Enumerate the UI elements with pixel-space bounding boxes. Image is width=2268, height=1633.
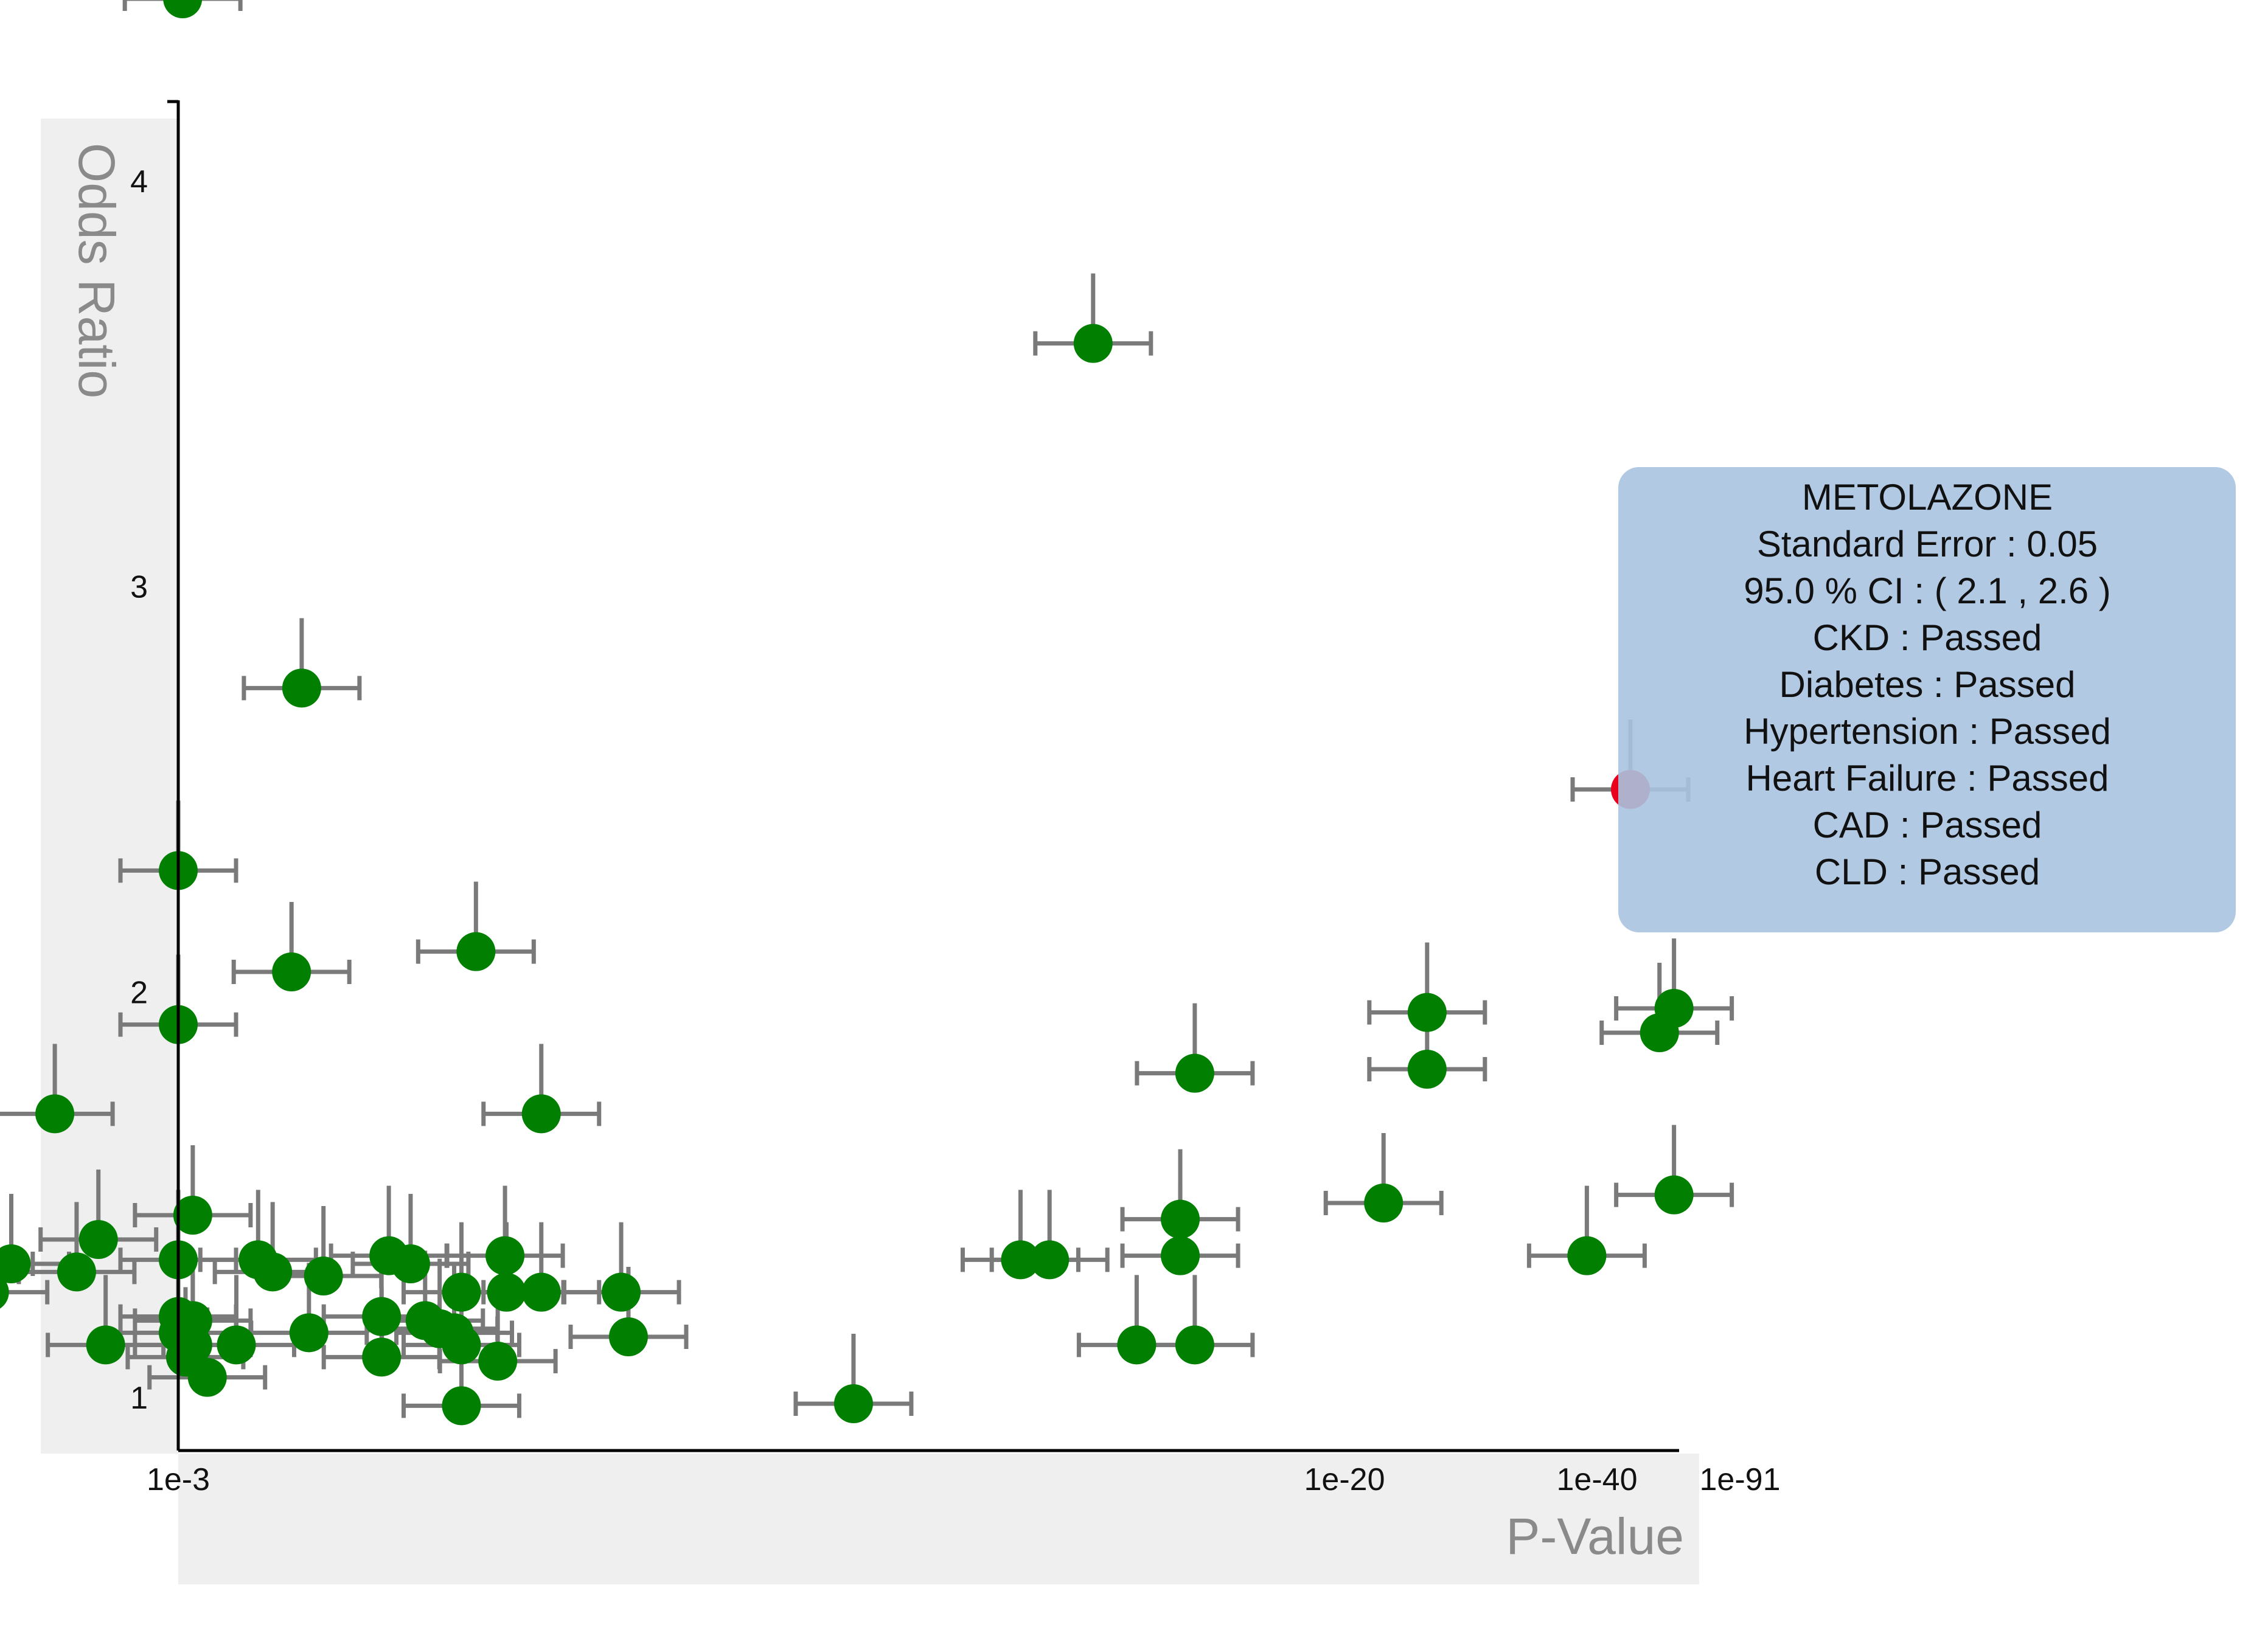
data-point[interactable] bbox=[362, 1337, 402, 1377]
data-point[interactable] bbox=[1117, 1325, 1157, 1365]
data-point[interactable] bbox=[521, 1272, 561, 1312]
data-point[interactable] bbox=[391, 1244, 430, 1283]
data-point[interactable] bbox=[217, 1325, 256, 1365]
data-point[interactable] bbox=[485, 1236, 525, 1275]
data-point[interactable] bbox=[1407, 1050, 1447, 1089]
x-tick-label: 1e-91 bbox=[1700, 1462, 1781, 1497]
tooltip-line: CKD : Passed bbox=[1813, 617, 2042, 658]
tooltip-line: Heart Failure : Passed bbox=[1746, 758, 2109, 799]
y-tick-label: 2 bbox=[130, 975, 148, 1010]
x-axis-title: P-Value bbox=[1506, 1508, 1684, 1565]
data-point[interactable] bbox=[1161, 1236, 1200, 1275]
tooltip-text: METOLAZONE Standard Error : 0.05 95.0 % CI… bbox=[1744, 477, 2111, 892]
tooltip-line: 95.0 % CI : ( 2.1 , 2.6 ) bbox=[1744, 570, 2111, 611]
data-point[interactable] bbox=[362, 1297, 402, 1336]
data-point[interactable] bbox=[86, 1325, 125, 1365]
tooltip-line: Hypertension : Passed bbox=[1744, 711, 2111, 752]
y-tick-label: 3 bbox=[130, 570, 148, 605]
data-point[interactable] bbox=[1654, 1175, 1694, 1215]
data-point[interactable] bbox=[608, 1317, 648, 1356]
tooltip-line: CAD : Passed bbox=[1813, 805, 2042, 845]
tooltip-title: METOLAZONE bbox=[1802, 477, 2053, 518]
data-point[interactable] bbox=[833, 1384, 873, 1423]
data-point[interactable] bbox=[1364, 1184, 1404, 1222]
data-point[interactable] bbox=[187, 1357, 227, 1397]
error-bar bbox=[0, 1280, 50, 1305]
tooltip-box bbox=[1618, 467, 2236, 932]
data-point[interactable] bbox=[163, 0, 203, 18]
data-point[interactable] bbox=[478, 1342, 518, 1381]
data-point[interactable] bbox=[1407, 993, 1447, 1032]
y-tick-label: 1 bbox=[130, 1381, 148, 1416]
data-point[interactable] bbox=[521, 1094, 561, 1134]
data-point[interactable] bbox=[173, 1196, 212, 1235]
error-bars-layer bbox=[0, 0, 1734, 1418]
data-point[interactable] bbox=[1175, 1325, 1214, 1365]
tooltip-line: Diabetes : Passed bbox=[1779, 664, 2076, 705]
data-point[interactable] bbox=[1161, 1199, 1200, 1239]
x-axis-title-band bbox=[178, 1454, 1699, 1584]
data-point[interactable] bbox=[0, 1244, 31, 1283]
data-point[interactable] bbox=[602, 1272, 641, 1312]
x-tick-label: 1e-20 bbox=[1304, 1462, 1385, 1497]
point-tooltip: METOLAZONE Standard Error : 0.05 95.0 % CI… bbox=[1618, 467, 2236, 932]
data-point[interactable] bbox=[289, 1313, 329, 1353]
data-point[interactable] bbox=[442, 1386, 481, 1426]
error-bar bbox=[122, 0, 243, 11]
data-point[interactable] bbox=[253, 1252, 293, 1292]
data-point[interactable] bbox=[456, 932, 496, 971]
data-point[interactable] bbox=[57, 1252, 96, 1292]
data-point[interactable] bbox=[1175, 1053, 1214, 1093]
data-point[interactable] bbox=[442, 1272, 481, 1312]
tooltip-line: Standard Error : 0.05 bbox=[1757, 524, 2098, 564]
data-point[interactable] bbox=[1640, 1013, 1679, 1052]
tooltip-line: CLD : Passed bbox=[1815, 851, 2040, 892]
data-point[interactable] bbox=[1001, 1240, 1040, 1280]
data-point[interactable] bbox=[35, 1094, 75, 1134]
y-axis-title: Odds Ratio bbox=[68, 143, 125, 398]
data-point[interactable] bbox=[1073, 324, 1113, 363]
data-point[interactable] bbox=[282, 668, 321, 708]
axes-layer: 1 2 3 4 1e-3 1e-20 1e-40 1e-91 bbox=[130, 100, 1781, 1497]
data-point[interactable] bbox=[442, 1325, 481, 1365]
data-point[interactable] bbox=[78, 1220, 118, 1259]
points-layer bbox=[0, 0, 1694, 1426]
data-point[interactable] bbox=[272, 952, 311, 991]
data-point[interactable] bbox=[1030, 1240, 1070, 1280]
x-tick-label: 1e-3 bbox=[147, 1462, 210, 1497]
data-point[interactable] bbox=[0, 1273, 9, 1312]
y-tick-label: 4 bbox=[130, 164, 148, 199]
data-point[interactable] bbox=[1567, 1236, 1607, 1275]
x-tick-label: 1e-40 bbox=[1557, 1462, 1638, 1497]
data-point[interactable] bbox=[304, 1257, 343, 1295]
data-point[interactable] bbox=[487, 1272, 526, 1312]
